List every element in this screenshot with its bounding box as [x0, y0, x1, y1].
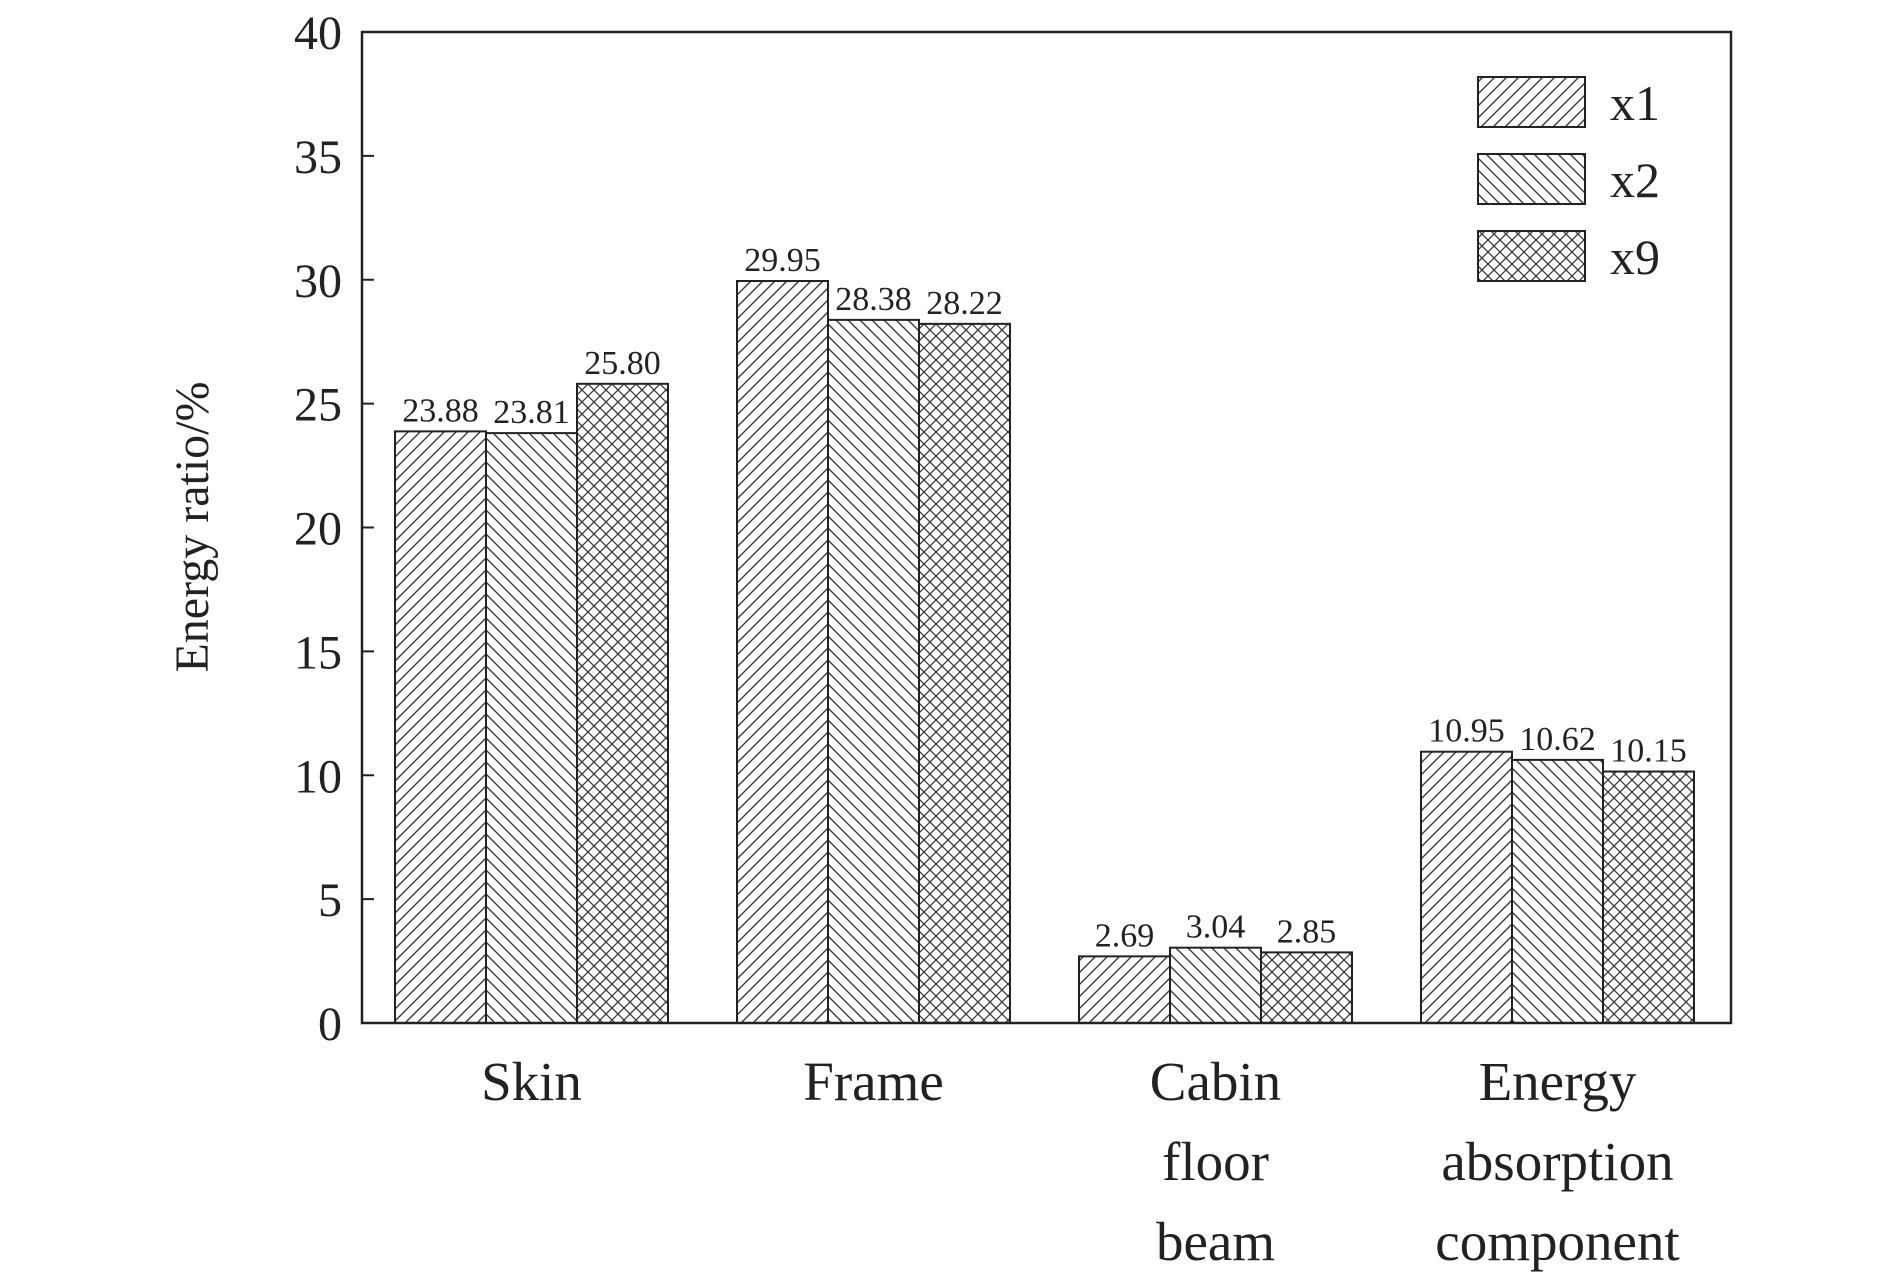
y-axis-title: Energy ratio/%	[166, 381, 219, 672]
legend-label-x9: x9	[1610, 229, 1660, 285]
bar-x2-cat1	[485, 432, 578, 1024]
x-category-label-line: component	[1435, 1211, 1679, 1272]
y-tick-label: 40	[294, 7, 342, 60]
bar-x1-cat1	[394, 430, 487, 1024]
y-tick-label: 35	[294, 131, 342, 184]
bar-value-label: 10.62	[1519, 721, 1596, 758]
x-category-label: Skin	[481, 1051, 582, 1112]
legend-swatch-x1	[1477, 76, 1586, 128]
bar-value-label: 28.38	[835, 281, 912, 318]
y-tick-label: 25	[294, 379, 342, 432]
x-category-label-line: beam	[1156, 1211, 1275, 1272]
x-category-label-line: Skin	[481, 1051, 582, 1112]
bar-value-label: 23.88	[402, 392, 479, 429]
bar-x9-cat1	[576, 382, 669, 1024]
x-category-label-line: absorption	[1441, 1131, 1673, 1192]
x-category-label-line: Frame	[803, 1051, 944, 1112]
bar-x1-cat4	[1420, 750, 1513, 1024]
bar-x9-cat2	[918, 322, 1011, 1024]
bar-value-label: 2.69	[1095, 917, 1155, 954]
bar-x9-cat4	[1602, 770, 1695, 1024]
bar-x2-cat4	[1511, 758, 1604, 1025]
x-category-label-line: Energy	[1479, 1051, 1637, 1112]
bar-value-label: 28.22	[926, 285, 1003, 322]
y-tick-label: 10	[294, 750, 342, 803]
bar-value-label: 23.81	[493, 394, 570, 431]
legend-swatch-x2	[1477, 153, 1586, 205]
bar-labels-layer: 23.88 29.95 2.69 10.95 23.81 28.38 3.04 10.62 25…	[402, 242, 1687, 954]
bar-value-label: 29.95	[744, 242, 821, 279]
x-category-label-line: Cabin	[1150, 1051, 1281, 1112]
bar-value-label: 25.80	[584, 345, 661, 382]
y-tick-label: 15	[294, 626, 342, 679]
legend-label-x1: x1	[1610, 75, 1660, 131]
legend-swatch-x9	[1477, 230, 1586, 282]
bar-value-label: 10.95	[1428, 713, 1505, 750]
bars-layer	[394, 279, 1695, 1025]
y-tick-label: 0	[318, 998, 342, 1051]
bar-value-label: 10.15	[1610, 733, 1687, 770]
x-category-label: Cabin floor beam	[1150, 1051, 1281, 1272]
x-category-label: Frame	[803, 1051, 944, 1112]
y-tick-label: 20	[294, 503, 342, 556]
legend-label-x2: x2	[1610, 152, 1660, 208]
bar-x2-cat2	[827, 318, 920, 1024]
axes-layer: 0 5 10 15 20 25 30 35 40 Skin Frame Cabin floor beam E…	[294, 7, 1733, 1272]
y-tick-label: 5	[318, 874, 342, 927]
bar-x1-cat2	[736, 279, 829, 1024]
legend: x1 x2 x9	[1477, 75, 1660, 285]
y-tick-label: 30	[294, 255, 342, 308]
bar-x1-cat3	[1078, 955, 1171, 1024]
x-category-label-line: floor	[1162, 1131, 1269, 1192]
bar-value-label: 2.85	[1277, 913, 1337, 950]
bar-x9-cat3	[1260, 951, 1353, 1024]
x-category-label: Energy absorption component	[1435, 1051, 1679, 1272]
bar-value-label: 3.04	[1186, 909, 1246, 946]
bar-x2-cat3	[1169, 946, 1262, 1025]
